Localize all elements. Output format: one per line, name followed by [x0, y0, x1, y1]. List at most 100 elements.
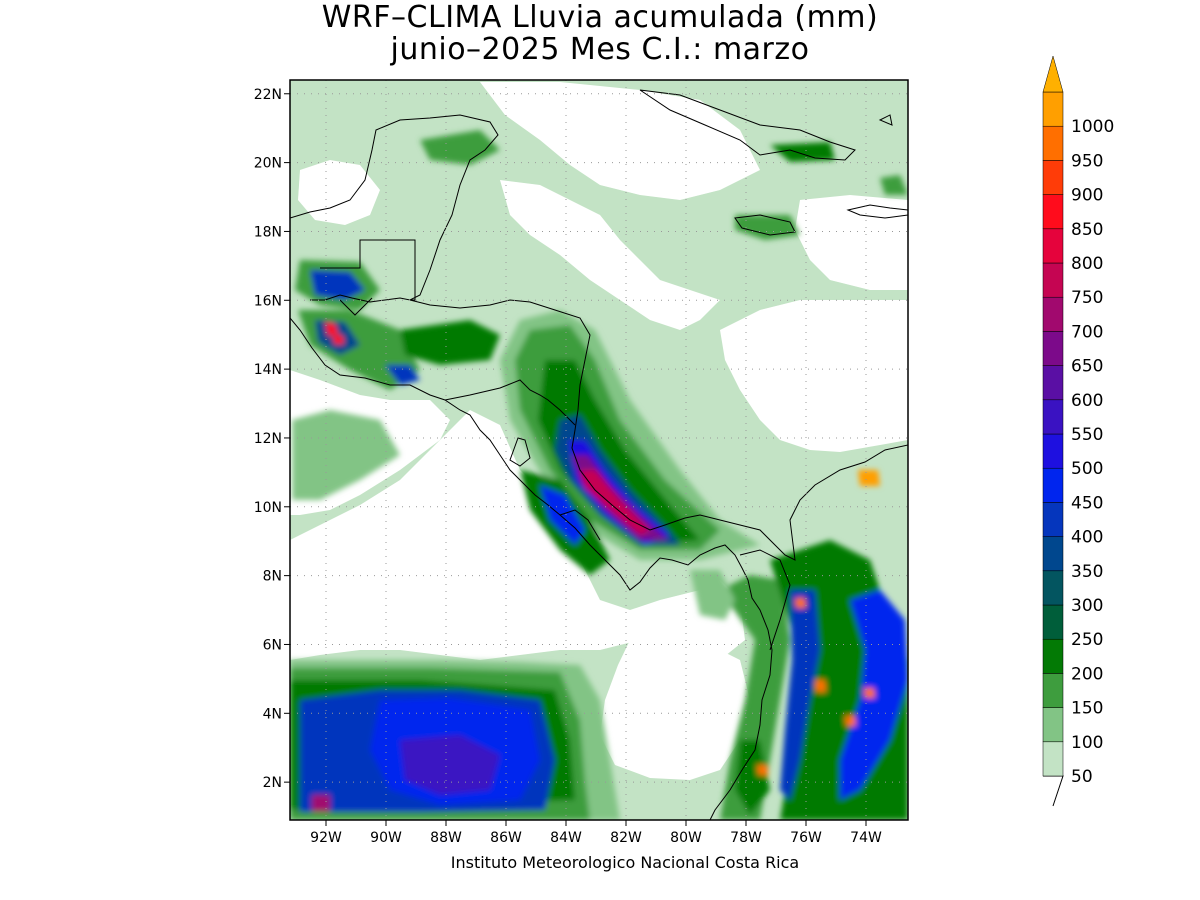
- colorbar-label: 150: [1071, 699, 1103, 719]
- title-line-1: WRF–CLIMA Lluvia acumulada (mm): [321, 0, 879, 35]
- colorbar-swatch: [1042, 570, 1064, 606]
- colorbar-swatch: [1042, 433, 1064, 469]
- x-tick-label: 90W: [370, 830, 402, 846]
- plot-frame: [289, 79, 909, 821]
- y-tick-label: 10N: [254, 500, 282, 516]
- y-tick-label: 6N: [263, 637, 282, 653]
- rain-area-16: [385, 365, 420, 385]
- rain-area-6: [580, 470, 650, 535]
- colorbar-label: 700: [1071, 322, 1103, 342]
- colorbar-swatch: [1042, 502, 1064, 537]
- x-tick-label: 82W: [610, 830, 642, 846]
- colorbar-label: 250: [1071, 630, 1103, 650]
- colorbar-label: 750: [1071, 288, 1103, 308]
- rain-area-21: [735, 740, 770, 815]
- rain-area-26: [757, 765, 768, 775]
- y-axis: 2N 4N 6N 8N 10N 12N 14N 16N 18N 20N 22N: [254, 87, 290, 791]
- colorbar-swatch: [1042, 467, 1064, 503]
- rain-area-14: [333, 334, 344, 344]
- colorbar-label: 400: [1071, 528, 1103, 548]
- caribbean-dry-area: [720, 300, 908, 452]
- x-tick-label: 88W: [430, 830, 462, 846]
- colorbar-label: 550: [1071, 425, 1103, 445]
- colorbar-swatch: [1042, 399, 1064, 435]
- y-tick-label: 12N: [254, 431, 282, 447]
- cuba-coastline: [639, 89, 856, 161]
- gulf-dry-area: [480, 82, 760, 200]
- x-tick-label: 78W: [730, 830, 762, 846]
- title-line-2: junio–2025 Mes C.I.: marzo: [390, 32, 810, 67]
- colorbar-swatch: [1042, 331, 1064, 366]
- rain-area-34: [312, 795, 330, 812]
- pacific-dry-area: [290, 410, 745, 660]
- rain-area-38: [420, 130, 500, 165]
- rain-area-27: [858, 470, 880, 486]
- rain-area-24: [864, 688, 875, 698]
- rain-area-8: [540, 485, 585, 545]
- dry-areas: [290, 82, 908, 780]
- y-tick-label: 2N: [263, 775, 282, 791]
- caribbean-dry-area-central: [500, 180, 720, 330]
- y-tick-label: 14N: [254, 362, 282, 378]
- x-tick-label: 74W: [850, 830, 882, 846]
- lake-nicaragua: [509, 437, 531, 467]
- caribbean-coastline: [409, 299, 908, 561]
- rain-area-17: [720, 575, 790, 820]
- colorbar-swatch: [1042, 91, 1064, 127]
- colorbar-label: 800: [1071, 254, 1103, 274]
- colorbar-label: 600: [1071, 391, 1103, 411]
- colorbar-label: 100: [1071, 733, 1103, 753]
- colorbar-label: 50: [1071, 767, 1093, 787]
- colorbar-swatch: [1042, 228, 1064, 264]
- rain-area-10: [310, 270, 365, 300]
- precipitation-field: [290, 80, 908, 820]
- colorbar-label: 200: [1071, 664, 1103, 684]
- colorbar-swatch: [1042, 604, 1064, 640]
- gulf-mexico-dry-area: [298, 160, 380, 225]
- jamaica-coastline: [734, 214, 796, 236]
- credit-text: Instituto Meteorologico Nacional Costa R…: [450, 853, 800, 872]
- rain-area-39: [292, 410, 400, 500]
- colorbar-upper-extension: [1042, 55, 1064, 93]
- colorbar-label: 650: [1071, 357, 1103, 377]
- y-tick-label: 16N: [254, 293, 282, 309]
- x-tick-label: 84W: [550, 830, 582, 846]
- pacific-coastline: [290, 317, 773, 820]
- yucatan-coastline: [290, 114, 499, 303]
- rain-area-19: [780, 590, 820, 800]
- colorbar-label: 950: [1071, 151, 1103, 171]
- colorbar-label: 300: [1071, 596, 1103, 616]
- rain-area-15: [400, 320, 500, 365]
- colorbar-label: 1000: [1071, 117, 1114, 137]
- colorbar-label: 450: [1071, 493, 1103, 513]
- rain-area-13: [325, 322, 338, 336]
- colorbar-label: 850: [1071, 220, 1103, 240]
- colorbar: 50 100 150 200 250 300 350 400 450 500 550 600 650 70…: [1042, 55, 1114, 807]
- costa-rica-panama-border: [559, 509, 601, 541]
- rain-area-40: [690, 570, 735, 620]
- colorbar-swatch: [1042, 536, 1064, 572]
- map-title: WRF–CLIMA Lluvia acumulada (mm) junio–20…: [290, 2, 910, 66]
- x-tick-label: 76W: [790, 830, 822, 846]
- colorbar-label: 900: [1071, 186, 1103, 206]
- hispaniola-coastline: [846, 204, 908, 219]
- country-borders: [320, 239, 416, 316]
- colorbar-swatch: [1042, 194, 1064, 230]
- rain-area-25: [845, 716, 856, 726]
- coastlines: [290, 89, 908, 820]
- nicaragua-border: [444, 379, 576, 426]
- rain-area-36: [770, 142, 835, 162]
- colorbar-label: 500: [1071, 459, 1103, 479]
- y-tick-label: 20N: [254, 156, 282, 172]
- panama-colombia-border: [739, 549, 791, 651]
- colorbar-swatch: [1042, 707, 1064, 743]
- rain-area-22: [795, 598, 806, 608]
- colorbar-swatch: [1042, 741, 1064, 777]
- colorbar-swatch: [1042, 673, 1064, 708]
- rain-area-33: [400, 735, 500, 795]
- x-tick-label: 92W: [310, 830, 342, 846]
- colorbar-swatch: [1042, 125, 1064, 161]
- colombia-pacific-dry-area: [600, 640, 750, 780]
- lat-lon-grid: [290, 80, 908, 820]
